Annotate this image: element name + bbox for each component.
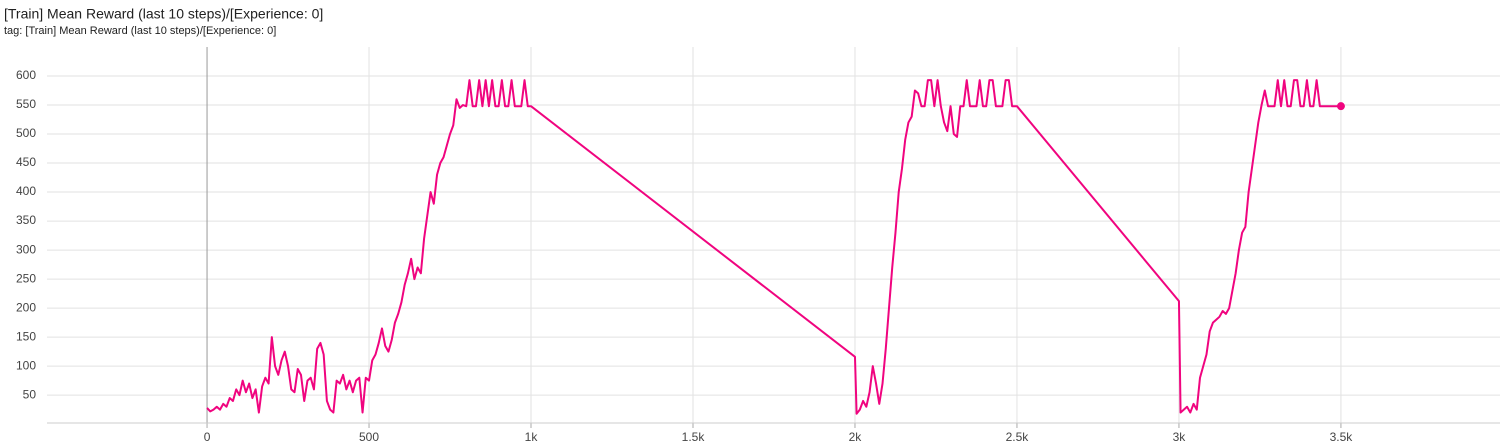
y-tick-label: 300 (16, 242, 36, 256)
x-tick-label: 2k (849, 430, 863, 444)
last-point (1336, 102, 1345, 111)
y-tick-label: 150 (16, 329, 36, 343)
x-tick-label: 3k (1173, 430, 1187, 444)
chart-subtitle: tag: [Train] Mean Reward (last 10 steps)… (4, 25, 276, 37)
chart-title: [Train] Mean Reward (last 10 steps)/[Exp… (4, 6, 323, 22)
y-tick-label: 350 (16, 213, 36, 227)
data-line (206, 79, 1341, 415)
x-tick-label: 1k (525, 430, 539, 444)
x-tick-label: 3.5k (1330, 430, 1354, 444)
y-tick-label: 500 (16, 126, 36, 140)
x-tick-label: 0 (204, 430, 211, 444)
y-tick-label: 400 (16, 184, 36, 198)
x-tick-label: 2.5k (1006, 430, 1030, 444)
y-tick-label: 100 (16, 358, 36, 372)
y-tick-label: 250 (16, 271, 36, 285)
y-tick-label: 550 (16, 97, 36, 111)
x-tick-label: 500 (359, 430, 379, 444)
y-tick-label: 200 (16, 300, 36, 314)
y-tick-label: 450 (16, 155, 36, 169)
y-tick-label: 600 (16, 68, 36, 82)
y-tick-label: 50 (23, 387, 37, 401)
x-tick-label: 1.5k (682, 430, 706, 444)
